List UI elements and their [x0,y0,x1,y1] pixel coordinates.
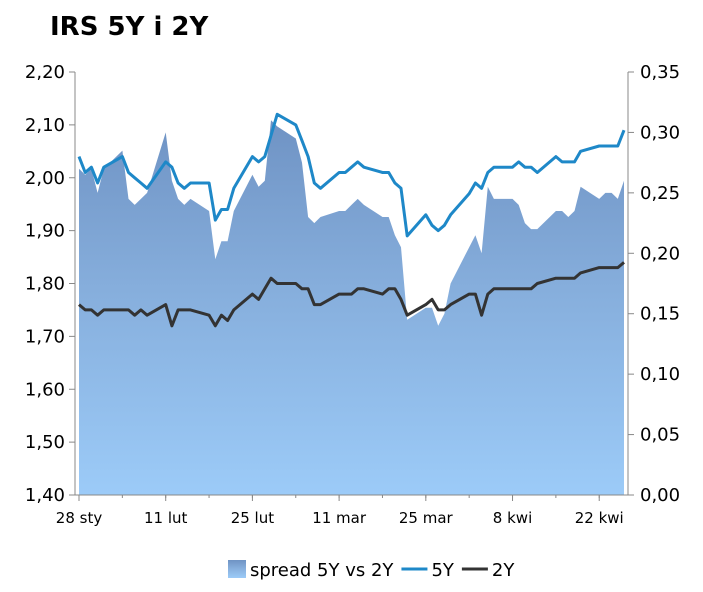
y-right-tick-label: 0,25 [640,183,680,204]
y-right-tick-label: 0,20 [640,243,680,264]
x-tick-label: 11 mar [312,509,367,527]
y-left-tick-label: 1,70 [25,326,65,347]
x-tick-label: 25 mar [399,509,454,527]
legend-swatch-spread [228,560,246,578]
y-left-tick-label: 1,60 [25,379,65,400]
y-left-tick-label: 1,80 [25,274,65,295]
legend-label-5y: 5Y [431,560,454,581]
y-left-tick-label: 1,90 [25,221,65,242]
series-line-2y [78,261,625,328]
legend-label-spread: spread 5Y vs 2Y [250,560,394,581]
axes-layer: 1,40 1,50 1,60 1,70 1,80 1,90 2,00 2,10 2,20 0,00… [25,62,680,527]
spread-5y-vs-2y-area [79,120,624,496]
x-tick-label: 8 kwi [493,509,532,527]
y-left-tick-label: 2,10 [25,115,65,136]
legend-label-2y: 2Y [492,560,515,581]
y-right-tick-label: 0,10 [640,364,680,385]
x-tick-label: 25 lut [231,509,275,527]
y-right-tick-label: 0,00 [640,485,680,506]
y-left-tick-label: 2,00 [25,168,65,189]
chart-title: IRS 5Y i 2Y [50,12,209,42]
x-tick-label: 28 sty [56,509,103,527]
y-right-tick-label: 0,05 [640,425,680,446]
x-tick-label: 11 lut [144,509,188,527]
x-tick-label: 22 kwi [575,509,624,527]
y-left-tick-label: 1,40 [25,485,65,506]
legend: spread 5Y vs 2Y 5Y 2Y [228,560,515,581]
series-line-5y [77,112,626,238]
y-left-tick-label: 1,50 [25,432,65,453]
series-lines-layer [77,112,626,328]
y-right-tick-label: 0,15 [640,304,680,325]
spread-area-layer [79,120,624,496]
y-left-tick-label: 2,20 [25,62,65,83]
y-right-tick-label: 0,35 [640,62,680,83]
y-right-tick-label: 0,30 [640,122,680,143]
